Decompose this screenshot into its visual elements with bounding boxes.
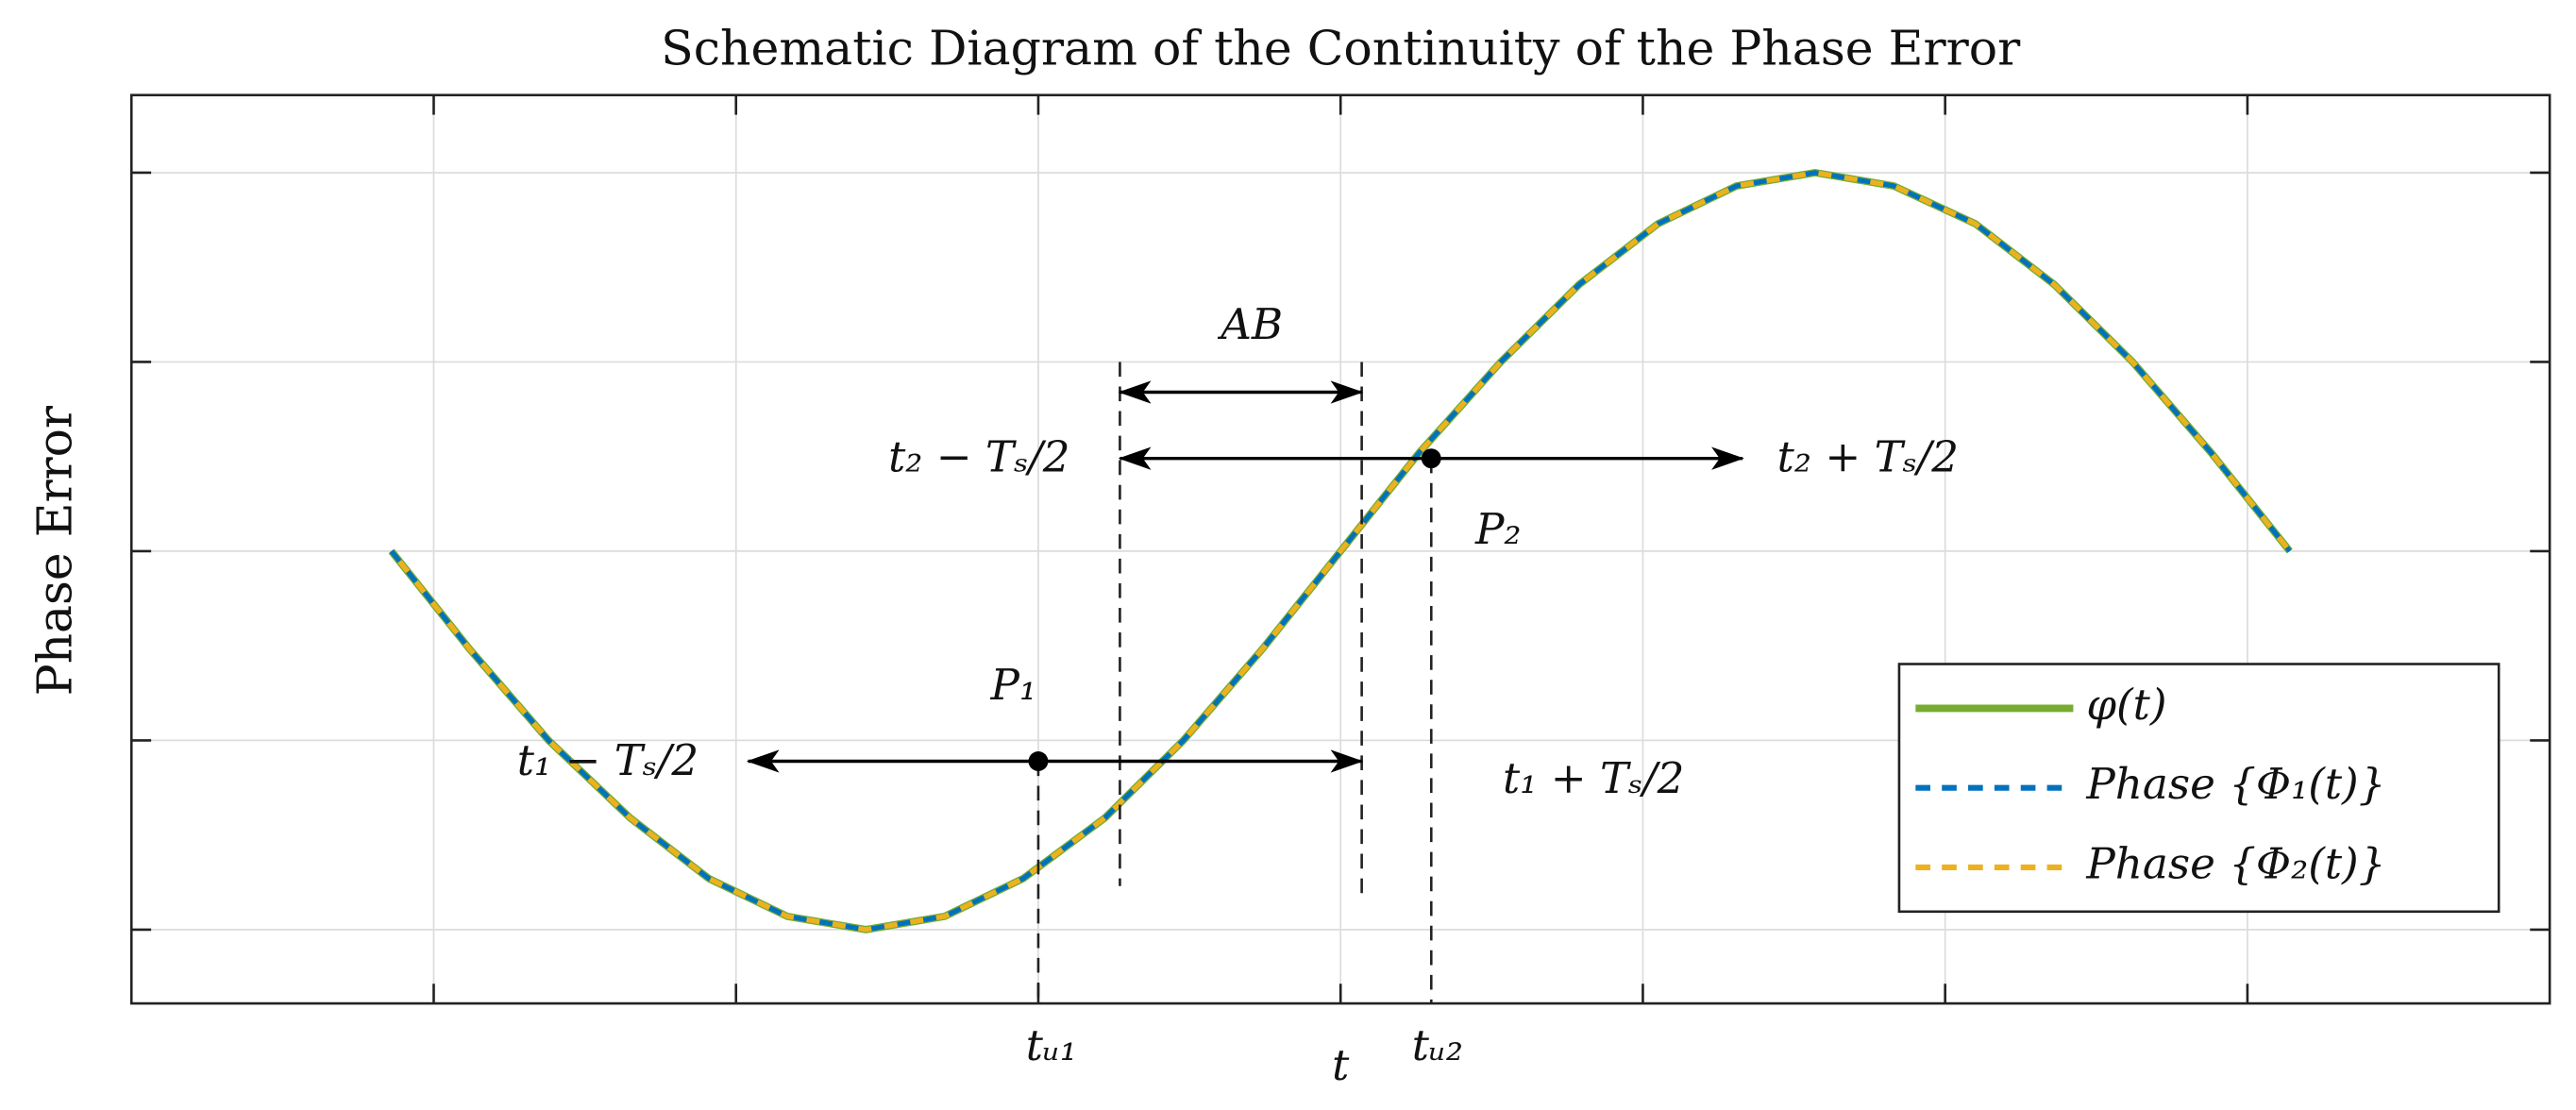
plot-frame xyxy=(129,93,2551,1005)
point xyxy=(1421,448,1441,469)
annotation: t₂ − Tₛ/2 xyxy=(888,432,1069,482)
annotation: AB xyxy=(1217,299,1283,349)
legend-label: Phase {Φ₂(t)} xyxy=(2085,838,2385,888)
point-label: P₂ xyxy=(1474,504,1522,554)
annotation: t₂ + Tₛ/2 xyxy=(1777,432,1959,482)
legend-label: Phase {Φ₁(t)} xyxy=(2085,759,2385,809)
legend: φ(t) Phase {Φ₁(t)} Phase {Φ₂(t)} xyxy=(1897,663,2500,914)
x-marker-label: tᵤ₂ xyxy=(1412,1020,1463,1070)
point xyxy=(1028,751,1049,771)
legend-label: φ(t) xyxy=(2086,680,2166,730)
x-axis-label: t xyxy=(1332,1040,1350,1090)
chart-title: Schematic Diagram of the Continuity of t… xyxy=(661,21,2021,76)
x-marker-label: tᵤ₁ xyxy=(1026,1020,1077,1070)
series-line xyxy=(389,170,2292,933)
point-label: P₁ xyxy=(990,660,1037,710)
y-axis-label: Phase Error xyxy=(27,405,83,696)
series-line xyxy=(389,170,2292,933)
annotation: t₁ + Tₛ/2 xyxy=(1503,753,1684,803)
annotation: t₁ − Tₛ/2 xyxy=(517,735,699,785)
